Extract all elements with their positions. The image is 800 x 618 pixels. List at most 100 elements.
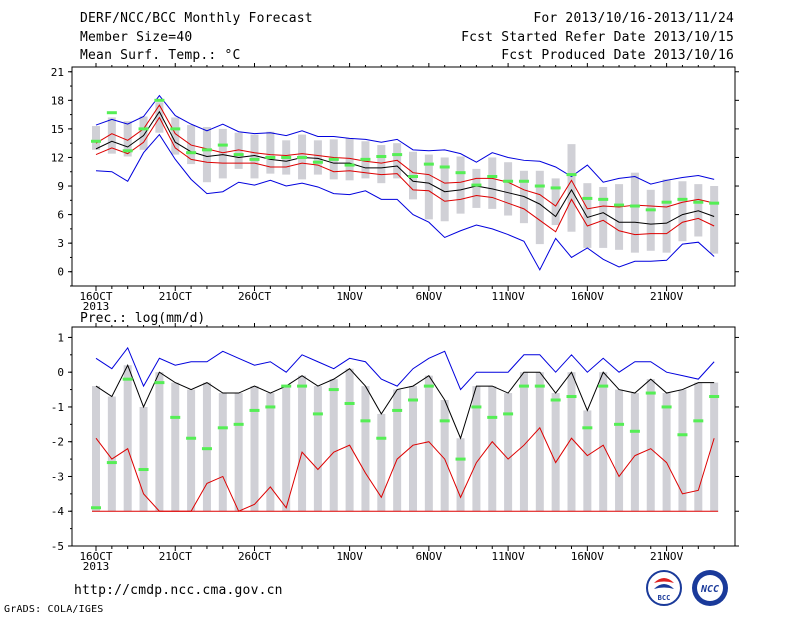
observed-marker xyxy=(312,412,323,416)
x-tick-label: 21OCT xyxy=(159,550,192,563)
x-tick-label: 21NOV xyxy=(650,290,683,303)
precip-bar xyxy=(329,379,338,512)
precip-bar xyxy=(393,389,402,512)
logos: BCC NCC xyxy=(646,570,728,606)
spread-bar xyxy=(139,116,148,150)
bcc-logo: BCC xyxy=(646,570,682,606)
observed-marker xyxy=(677,197,688,201)
forecast-produced-date: Fcst Produced Date 2013/10/16 xyxy=(501,48,734,63)
observed-marker xyxy=(360,419,371,423)
observed-marker xyxy=(709,201,720,205)
observed-marker xyxy=(201,148,212,152)
spread-bar xyxy=(250,134,259,179)
observed-marker xyxy=(106,461,117,465)
observed-marker xyxy=(645,208,656,212)
observed-marker xyxy=(534,384,545,388)
y-tick-label: -5 xyxy=(51,540,64,553)
observed-marker xyxy=(614,203,625,207)
y-tick-label: 6 xyxy=(57,209,64,222)
y-tick-label: 12 xyxy=(51,151,64,164)
ensemble-mean-line xyxy=(95,110,715,225)
observed-marker xyxy=(487,415,498,419)
spread-bar xyxy=(107,117,116,154)
observed-marker xyxy=(392,153,403,157)
observed-marker xyxy=(265,405,276,409)
spread-bar xyxy=(234,132,243,169)
observed-marker xyxy=(138,468,149,472)
spread-bar xyxy=(92,126,100,150)
precip-bar xyxy=(202,382,211,512)
variable-label: Mean Surf. Temp.: °C xyxy=(80,48,241,63)
x-tick-label: 26OCT xyxy=(238,550,271,563)
spread-bar xyxy=(218,128,227,179)
observed-marker xyxy=(503,412,514,416)
precip-bar xyxy=(504,393,513,512)
x-tick-label: 16OCT xyxy=(79,290,112,303)
spread-bar xyxy=(646,189,655,251)
y-tick-label: 15 xyxy=(51,123,64,136)
observed-marker xyxy=(439,419,450,423)
precip-bar xyxy=(139,406,148,512)
observed-marker xyxy=(423,162,434,166)
spread-bar xyxy=(171,117,180,155)
y-tick-label: 1 xyxy=(57,331,64,344)
observed-marker xyxy=(344,163,355,167)
observed-marker xyxy=(376,436,387,440)
observed-marker xyxy=(328,157,339,161)
spread-bar xyxy=(202,126,211,183)
spread-bar xyxy=(551,178,560,226)
y-tick-label: 21 xyxy=(51,66,64,79)
observed-marker xyxy=(503,179,514,183)
precip-bar xyxy=(456,438,465,512)
y-tick-label: -4 xyxy=(51,505,65,518)
forecast-period: For 2013/10/16-2013/11/24 xyxy=(533,11,734,26)
spread-bar xyxy=(710,186,719,254)
precip-bar xyxy=(630,393,639,512)
observed-marker xyxy=(455,171,466,175)
observed-marker xyxy=(709,395,720,399)
observed-marker xyxy=(693,200,704,204)
spread-bar xyxy=(583,183,592,248)
observed-marker xyxy=(217,426,228,430)
precip-bar xyxy=(266,393,275,512)
observed-marker xyxy=(408,398,418,402)
precip-bar xyxy=(710,382,719,512)
precip-bar xyxy=(615,389,624,512)
spread-bar xyxy=(615,184,624,250)
source-url[interactable]: http://cmdp.ncc.cma.gov.cn xyxy=(74,583,283,598)
precip-bar xyxy=(250,386,259,512)
observed-marker xyxy=(297,155,308,159)
member-size-label: Member Size=40 xyxy=(80,30,193,45)
precip-bar xyxy=(646,379,655,512)
observed-marker xyxy=(170,127,181,131)
precip-bar xyxy=(313,386,322,512)
spread-bar xyxy=(313,140,322,175)
observed-marker xyxy=(122,149,133,153)
observed-marker xyxy=(154,381,165,385)
y-tick-label: 0 xyxy=(57,266,64,279)
observed-marker xyxy=(392,408,403,412)
observed-marker xyxy=(233,422,244,426)
observed-marker xyxy=(661,405,672,409)
x-tick-label: 26OCT xyxy=(238,290,271,303)
observed-marker xyxy=(91,506,101,510)
observed-marker xyxy=(566,173,577,177)
observed-marker xyxy=(186,151,197,155)
observed-marker xyxy=(360,157,371,161)
precip-bar xyxy=(409,386,417,512)
precip-bar xyxy=(694,382,703,512)
x-tick-label: 21NOV xyxy=(650,550,683,563)
y-tick-label: -2 xyxy=(51,436,64,449)
x-tick-label: 1NOV xyxy=(336,290,363,303)
observed-marker xyxy=(217,143,228,147)
precip-bar xyxy=(440,400,449,512)
x-year-label: 2013 xyxy=(83,300,110,313)
spread-bar xyxy=(504,162,513,216)
precip-bar xyxy=(599,372,608,512)
observed-marker xyxy=(154,98,165,102)
observed-marker xyxy=(629,429,640,433)
observed-marker xyxy=(186,436,197,440)
precip-upper-line xyxy=(95,346,715,391)
observed-marker xyxy=(376,155,387,159)
precip-bar xyxy=(218,393,227,512)
